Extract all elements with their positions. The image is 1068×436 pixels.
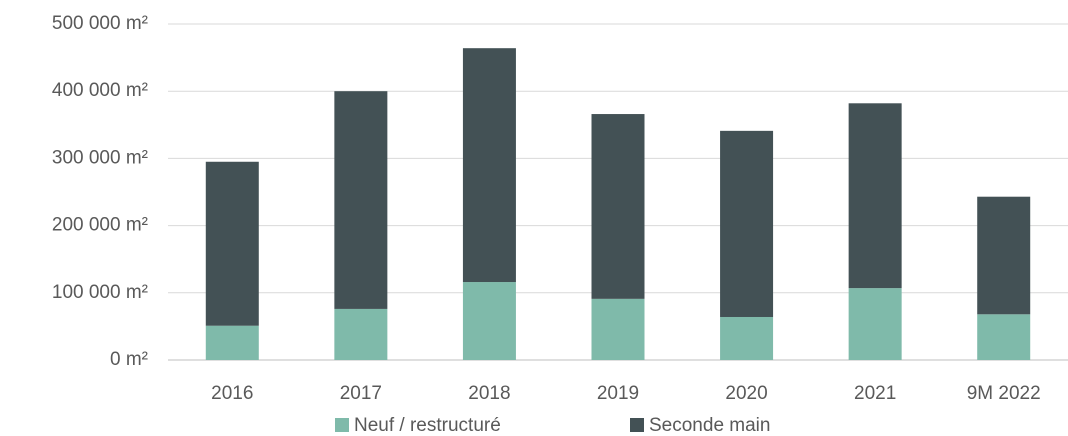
bar-segment [591, 114, 645, 299]
bar-segment [591, 298, 645, 360]
bar-segment [977, 314, 1031, 360]
y-tick-label: 100 000 m² [52, 282, 148, 303]
bar-segment [720, 130, 774, 317]
bar-segment [334, 308, 388, 360]
bar-segment [462, 48, 516, 283]
bar-segment [205, 325, 259, 360]
bar-segment [977, 196, 1031, 315]
legend-swatch [335, 418, 349, 432]
bar-segment [720, 316, 774, 360]
y-tick-label: 0 m² [110, 349, 148, 370]
x-tick-label: 2016 [211, 383, 253, 404]
bar-segment [848, 103, 902, 289]
x-tick-label: 2018 [468, 383, 510, 404]
bar-segment [205, 161, 259, 326]
legend-swatch [630, 418, 644, 432]
y-tick-label: 500 000 m² [52, 13, 148, 34]
bar-segment [462, 282, 516, 360]
x-tick-label: 9M 2022 [967, 383, 1041, 404]
x-tick-label: 2019 [597, 383, 639, 404]
legend-label: Neuf / restructuré [354, 415, 501, 436]
bar-segment [334, 91, 388, 309]
x-tick-label: 2017 [340, 383, 382, 404]
legend-label: Seconde main [649, 415, 770, 436]
x-tick-label: 2020 [725, 383, 767, 404]
x-tick-label: 2021 [854, 383, 896, 404]
bar-segment [848, 288, 902, 360]
y-tick-label: 200 000 m² [52, 215, 148, 236]
y-tick-label: 300 000 m² [52, 147, 148, 168]
y-tick-label: 400 000 m² [52, 80, 148, 101]
